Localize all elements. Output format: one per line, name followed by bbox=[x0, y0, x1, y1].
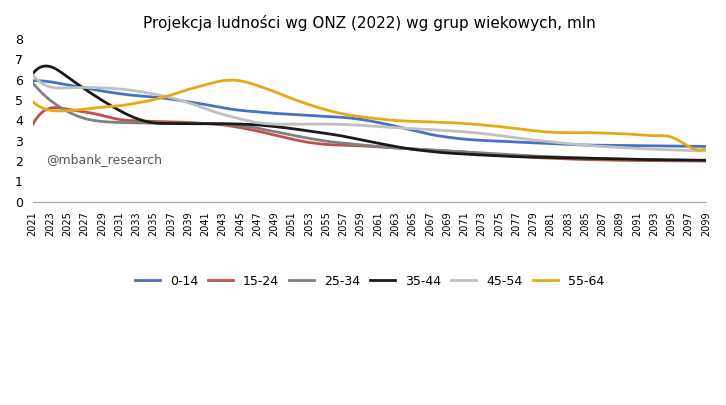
45-54 bbox=[295, 122, 303, 126]
55-64 bbox=[297, 100, 306, 104]
35-44 bbox=[454, 151, 462, 156]
45-54 bbox=[514, 136, 523, 141]
15-24 bbox=[250, 128, 258, 133]
15-24 bbox=[50, 105, 59, 110]
15-24 bbox=[111, 116, 120, 121]
0-14 bbox=[32, 78, 41, 83]
55-64 bbox=[516, 127, 525, 132]
0-14 bbox=[519, 140, 528, 145]
55-64 bbox=[227, 78, 236, 83]
25-34 bbox=[518, 153, 526, 158]
25-34 bbox=[295, 134, 303, 139]
0-14 bbox=[250, 109, 258, 114]
Line: 15-24: 15-24 bbox=[33, 108, 706, 161]
35-44 bbox=[701, 158, 710, 163]
45-54 bbox=[452, 129, 460, 134]
55-64 bbox=[250, 82, 258, 87]
25-34 bbox=[701, 158, 710, 163]
45-54 bbox=[518, 136, 526, 141]
15-24 bbox=[519, 154, 528, 159]
55-64 bbox=[110, 104, 118, 109]
15-24 bbox=[28, 122, 37, 127]
35-44 bbox=[297, 128, 306, 132]
55-64 bbox=[519, 127, 528, 132]
45-54 bbox=[701, 149, 710, 153]
45-54 bbox=[110, 86, 118, 91]
35-44 bbox=[519, 154, 528, 159]
25-34 bbox=[110, 120, 118, 125]
Line: 55-64: 55-64 bbox=[33, 80, 706, 150]
55-64 bbox=[701, 146, 710, 151]
0-14 bbox=[297, 113, 306, 117]
0-14 bbox=[454, 136, 462, 141]
15-24 bbox=[701, 159, 710, 164]
45-54 bbox=[28, 72, 37, 77]
25-34 bbox=[452, 149, 460, 154]
0-14 bbox=[701, 144, 710, 149]
55-64 bbox=[28, 99, 37, 104]
25-34 bbox=[514, 153, 523, 158]
Legend: 0-14, 15-24, 25-34, 35-44, 45-54, 55-64: 0-14, 15-24, 25-34, 35-44, 45-54, 55-64 bbox=[130, 270, 609, 293]
35-44 bbox=[250, 122, 258, 127]
0-14 bbox=[111, 91, 120, 96]
45-54 bbox=[248, 119, 256, 124]
0-14 bbox=[28, 78, 37, 83]
Title: Projekcja ludności wg ONZ (2022) wg grup wiekowych, mln: Projekcja ludności wg ONZ (2022) wg grup… bbox=[143, 15, 596, 31]
35-44 bbox=[28, 71, 37, 76]
15-24 bbox=[516, 154, 525, 159]
15-24 bbox=[297, 139, 306, 143]
55-64 bbox=[695, 147, 703, 152]
35-44 bbox=[516, 154, 525, 159]
Line: 0-14: 0-14 bbox=[33, 81, 706, 147]
25-34 bbox=[248, 125, 256, 130]
25-34 bbox=[28, 80, 37, 85]
15-24 bbox=[454, 149, 462, 154]
Line: 45-54: 45-54 bbox=[33, 75, 706, 151]
55-64 bbox=[454, 121, 462, 126]
Text: @mbank_research: @mbank_research bbox=[46, 153, 162, 166]
35-44 bbox=[111, 106, 120, 111]
0-14 bbox=[516, 140, 525, 145]
35-44 bbox=[42, 64, 51, 68]
Line: 35-44: 35-44 bbox=[33, 66, 706, 160]
Line: 25-34: 25-34 bbox=[33, 83, 706, 161]
